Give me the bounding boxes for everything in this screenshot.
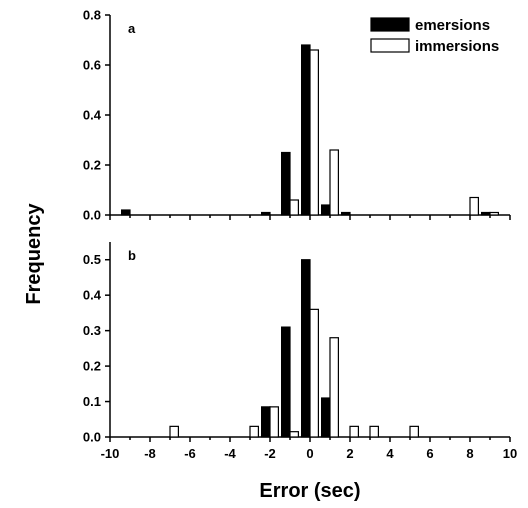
bar-immersions [289, 199, 299, 216]
legend-swatch-emersions [370, 17, 410, 32]
x-axis-title: Error (sec) [259, 480, 360, 502]
x-tick-label: 2 [346, 446, 353, 461]
y-tick-label: 0.8 [83, 8, 101, 23]
bar-immersions [309, 49, 319, 216]
shared-x-axis: -10 -8 -6 -4 -2 0 2 4 6 8 10 [101, 446, 518, 461]
bar-emersions [341, 211, 351, 216]
y-tick-label: 0.1 [83, 394, 101, 409]
bar-immersions [249, 425, 259, 438]
x-tick-label: 10 [503, 446, 517, 461]
bar-immersions [369, 425, 379, 438]
x-tick-label: -4 [224, 446, 236, 461]
bar-emersions [120, 209, 131, 216]
bar-immersions [329, 337, 339, 438]
legend-label-immersions: immersions [415, 38, 499, 55]
bar-immersions [409, 425, 419, 438]
bar-immersions [269, 406, 279, 438]
y-tick-label: 0.4 [83, 288, 102, 303]
x-tick-label: 0 [306, 446, 313, 461]
panel-label: b [128, 248, 136, 263]
x-tick-label: 8 [466, 446, 473, 461]
y-tick-label: 0.4 [83, 108, 102, 123]
bar-emersions [261, 406, 271, 438]
bar-immersions [329, 149, 339, 216]
legend: emersions immersions [370, 17, 499, 55]
x-tick-label: 4 [386, 446, 394, 461]
x-tick-label: 6 [426, 446, 433, 461]
bar-emersions [301, 259, 311, 438]
bar-emersions [261, 211, 271, 216]
y-tick-label: 0.6 [83, 58, 101, 73]
y-tick-label: 0.0 [83, 208, 101, 223]
bar-immersions [309, 308, 319, 438]
x-tick-label: -8 [144, 446, 156, 461]
y-tick-label: 0.0 [83, 430, 101, 445]
bar-emersions [281, 326, 291, 438]
legend-label-emersions: emersions [415, 17, 490, 34]
y-tick-label: 0.3 [83, 323, 101, 338]
x-tick-label: -6 [184, 446, 196, 461]
bar-emersions [321, 397, 331, 438]
bar-immersions [349, 425, 359, 438]
panel-a: 0.0 0.2 0.4 0.6 0.8 a [83, 8, 511, 223]
y-tick-label: 0.5 [83, 252, 101, 267]
bar-emersions [481, 211, 491, 216]
bar-immersions [489, 211, 499, 216]
panel-label: a [128, 21, 136, 36]
bar-emersions [281, 151, 291, 216]
legend-swatch-immersions [370, 38, 410, 53]
y-tick-label: 0.2 [83, 158, 101, 173]
y-tick-label: 0.2 [83, 359, 101, 374]
bar-immersions [469, 196, 479, 216]
x-tick-label: -2 [264, 446, 276, 461]
x-tick-label: -10 [101, 446, 120, 461]
bar-immersions [169, 425, 179, 438]
bar-immersions [289, 431, 299, 438]
bar-emersions [301, 44, 311, 216]
panel-b: 0.0 0.1 0.2 0.3 0.4 0.5 b [83, 242, 511, 445]
bar-emersions [321, 204, 331, 216]
y-axis-title: Frequency [23, 203, 45, 305]
